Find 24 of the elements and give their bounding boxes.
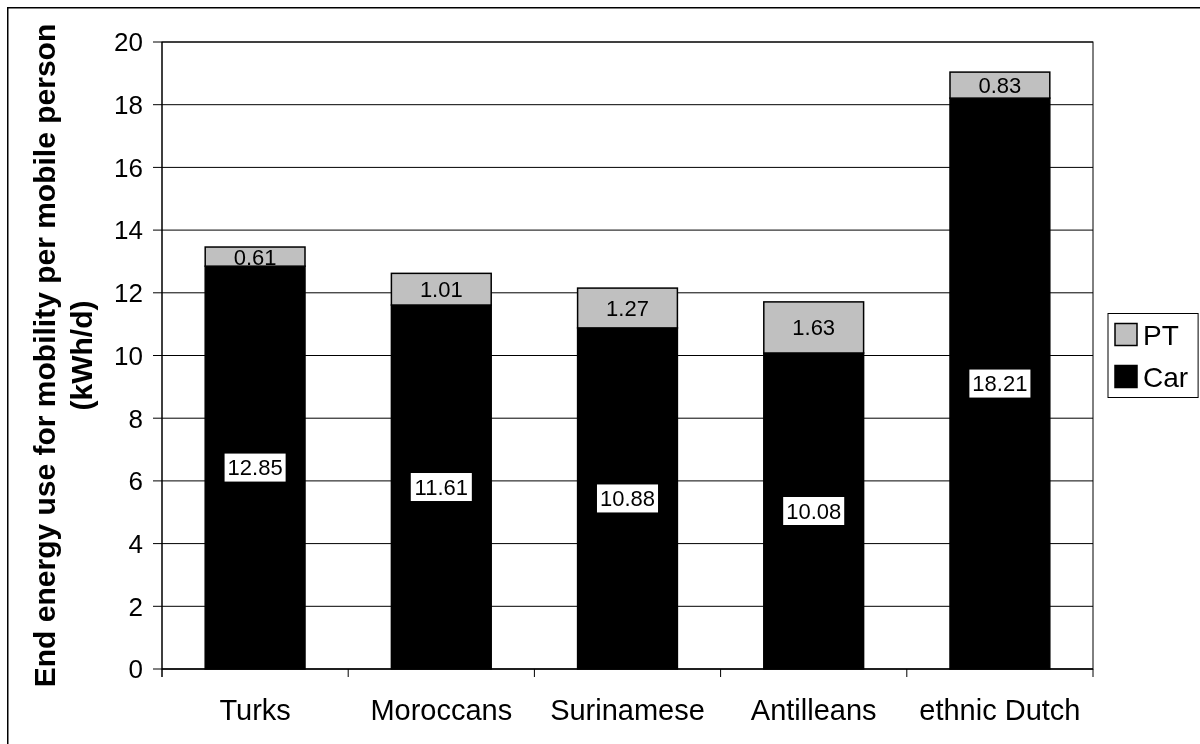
y-tick-label: 4 — [128, 528, 143, 559]
y-tick-label: 18 — [114, 90, 143, 121]
data-label: 0.61 — [233, 244, 277, 270]
y-tick-label: 6 — [128, 466, 143, 497]
x-tick-label: ethnic Dutch — [919, 694, 1081, 726]
y-tick-label: 16 — [114, 152, 143, 183]
x-tick-label: Surinamese — [550, 694, 705, 726]
y-tick-label: 12 — [114, 278, 143, 309]
y-tick-label: 0 — [128, 654, 143, 685]
data-label: 0.83 — [978, 73, 1022, 99]
y-tick-label: 20 — [114, 27, 143, 58]
x-tick-label: Moroccans — [370, 694, 513, 726]
y-tick-label: 10 — [114, 340, 143, 371]
y-axis-title: End energy use for mobility per mobile person (kWh/d) — [28, 23, 98, 688]
y-tick-label: 8 — [128, 403, 143, 434]
y-tick-label: 2 — [128, 591, 143, 622]
data-label: 1.27 — [606, 295, 649, 321]
legend-label: PT — [1143, 319, 1179, 351]
x-tick-label: Turks — [219, 694, 291, 726]
y-tick-label: 14 — [114, 215, 143, 246]
x-tick-label: Antilleans — [750, 694, 877, 726]
data-label: 1.63 — [792, 315, 836, 341]
legend-label: Car — [1143, 361, 1189, 393]
data-label: 1.01 — [419, 277, 463, 303]
